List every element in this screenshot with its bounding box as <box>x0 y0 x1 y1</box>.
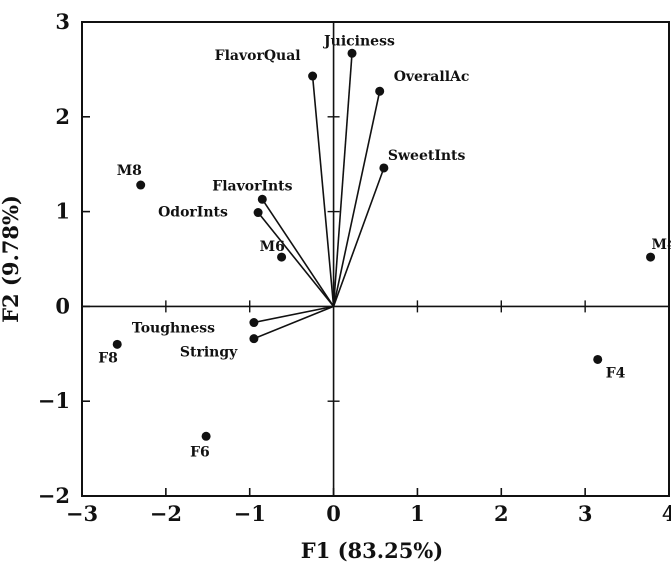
point-label: M6 <box>260 239 285 255</box>
y-tick-label: −2 <box>38 483 70 508</box>
plot-frame <box>81 21 670 497</box>
x-tick-label: 0 <box>326 501 341 526</box>
score-point <box>277 252 287 262</box>
y-tick-label: −1 <box>38 388 70 413</box>
loading-marker <box>257 194 267 204</box>
y-tick-label: 1 <box>55 199 70 224</box>
loading-marker <box>249 318 259 328</box>
vector-label: FlavorQual <box>215 48 301 64</box>
vector-label: SweetInts <box>388 148 466 164</box>
loading-marker <box>253 208 263 218</box>
y-tick-label: 2 <box>55 104 70 129</box>
x-tick-label: 1 <box>410 501 425 526</box>
point-label: F4 <box>606 365 626 381</box>
loading-marker <box>379 163 389 173</box>
loading-vector <box>261 198 335 307</box>
loading-vector <box>332 167 385 307</box>
x-tick-label: 4 <box>662 501 671 526</box>
vector-label: Toughness <box>132 321 215 337</box>
y-tick-label: 0 <box>55 293 70 318</box>
loading-vector <box>253 305 334 340</box>
point-label: F6 <box>190 444 210 460</box>
x-tick-label: 2 <box>494 501 509 526</box>
loading-vector <box>253 305 334 324</box>
vector-label: OdorInts <box>158 205 228 221</box>
vector-label: OverallAc <box>394 69 470 85</box>
x-axis-title: F1 (83.25%) <box>301 538 443 563</box>
loading-vector <box>332 91 381 307</box>
score-point <box>201 431 211 441</box>
y-tick-label: 3 <box>55 9 70 34</box>
score-point <box>136 180 146 190</box>
loading-vector <box>311 75 335 307</box>
point-label: F8 <box>98 350 118 366</box>
loading-vector <box>332 53 353 307</box>
score-point <box>112 339 122 349</box>
loading-marker <box>249 334 259 344</box>
x-tick-label: 3 <box>578 501 593 526</box>
vector-label: FlavorInts <box>212 178 292 194</box>
loading-marker <box>308 71 318 81</box>
point-label: M4 <box>652 237 671 253</box>
x-tick-label: −2 <box>150 501 182 526</box>
loading-vector <box>257 212 335 307</box>
point-label: M8 <box>117 163 142 179</box>
x-tick-label: −1 <box>234 501 266 526</box>
loading-marker <box>347 48 357 58</box>
score-point <box>593 354 603 364</box>
y-axis-title: F2 (9.78%) <box>0 195 23 323</box>
score-point <box>646 252 656 262</box>
vector-label: Stringy <box>180 345 238 361</box>
loading-marker <box>375 86 385 96</box>
x-tick-label: −3 <box>66 501 98 526</box>
vector-label: Juiciness <box>322 33 395 49</box>
